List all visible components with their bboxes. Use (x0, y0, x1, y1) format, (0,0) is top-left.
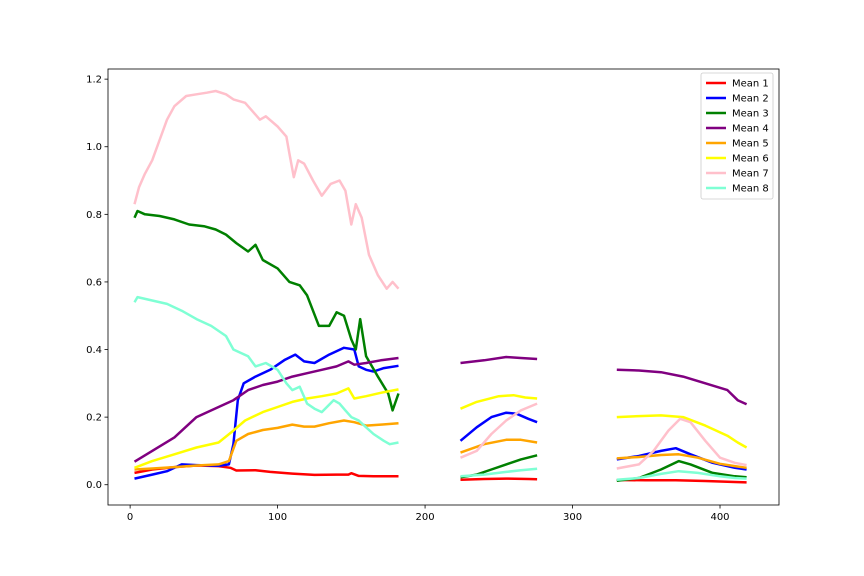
y-tick-label: 1.0 (86, 142, 102, 153)
series-line-mean-7-segment-1 (133, 89, 400, 290)
series-line-mean-5-segment-3 (616, 453, 747, 470)
series-line-mean-2-segment-2 (459, 411, 538, 442)
series-line-mean-7-segment-2 (460, 402, 538, 459)
legend: Mean 1 Mean 2 Mean 3 Mean 4 Mean 5 Mean 6 Mean… (700, 72, 774, 200)
legend-label-mean-1: Mean 1 (732, 79, 769, 90)
legend-label-mean-6: Mean 6 (732, 154, 769, 165)
legend-label-mean-2: Mean 2 (732, 94, 769, 105)
legend-label-mean-7: Mean 7 (732, 169, 769, 180)
series-line-mean-4-segment-3 (616, 368, 748, 406)
axis-ticks: 0 100 200 300 400 0.0 0.2 0.4 0.6 0.8 1.0 1.2 (86, 75, 729, 523)
series-line-mean-5-segment-1 (134, 419, 399, 471)
series-line-mean-8-segment-2 (460, 467, 538, 478)
series-line-mean-4-segment-2 (460, 355, 538, 365)
legend-label-mean-8: Mean 8 (732, 184, 769, 195)
series-line-mean-1-segment-3 (616, 478, 747, 484)
x-tick-label: 200 (416, 512, 435, 523)
series-lines (133, 89, 748, 484)
series-line-mean-3-segment-1 (133, 209, 400, 412)
series-line-mean-6-segment-1 (134, 387, 399, 469)
series-line-mean-8-segment-3 (616, 469, 747, 481)
x-tick-label: 0 (127, 512, 133, 523)
series-line-mean-5-segment-2 (460, 438, 538, 454)
y-tick-label: 0.8 (86, 210, 102, 221)
series-line-mean-2-segment-3 (616, 446, 747, 471)
y-tick-label: 0.4 (86, 345, 102, 356)
x-tick-label: 100 (268, 512, 287, 523)
x-tick-label: 400 (710, 512, 729, 523)
series-line-mean-1-segment-2 (460, 477, 538, 481)
legend-label-mean-4: Mean 4 (732, 124, 769, 135)
axes-frame (107, 68, 780, 506)
series-line-mean-2-segment-1 (134, 346, 399, 480)
y-tick-label: 1.2 (86, 75, 102, 86)
legend-label-mean-5: Mean 5 (732, 139, 769, 150)
legend-label-mean-3: Mean 3 (732, 109, 769, 120)
series-line-mean-6-segment-2 (460, 393, 538, 410)
series-line-mean-8-segment-1 (133, 295, 399, 446)
series-line-mean-7-segment-3 (616, 417, 747, 470)
legend-box (700, 72, 774, 200)
x-tick-label: 300 (563, 512, 582, 523)
series-line-mean-6-segment-3 (616, 414, 748, 449)
y-tick-label: 0.6 (86, 277, 102, 288)
y-tick-label: 0.0 (86, 480, 102, 491)
y-tick-label: 0.2 (86, 413, 102, 424)
